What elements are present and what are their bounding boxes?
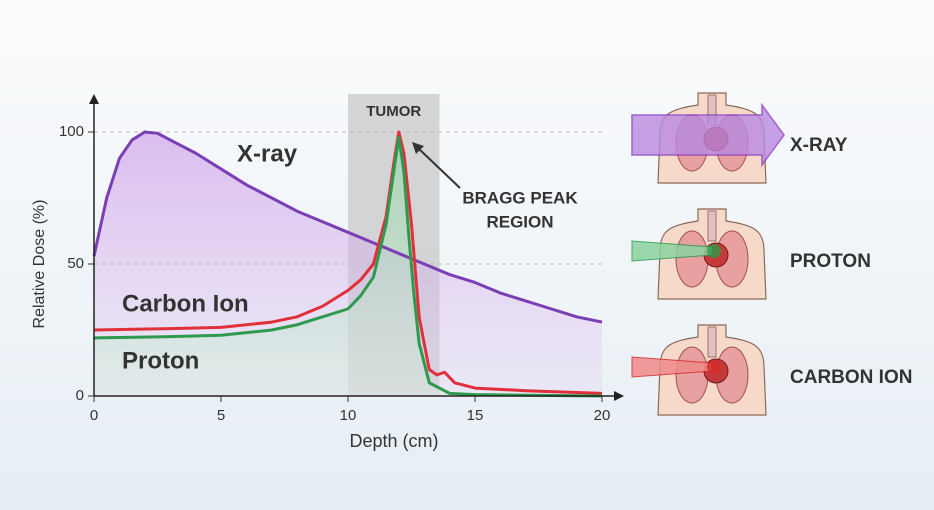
x-tick-label: 5 <box>217 407 225 424</box>
x-tick-label: 15 <box>467 407 484 424</box>
line <box>92 130 603 324</box>
y-axis-arrow <box>89 94 99 104</box>
series-label: Proton <box>122 347 199 374</box>
area <box>94 137 602 396</box>
y-tick-label: 100 <box>59 123 84 140</box>
beam-spot <box>707 244 721 258</box>
illustration-label: PROTON <box>790 251 871 272</box>
trachea <box>707 210 717 242</box>
region-label: TUMOR <box>366 103 421 120</box>
series-label: X-ray <box>237 140 298 167</box>
y-axis-label: Relative Dose (%) <box>31 200 48 329</box>
annotation-text: BRAGG PEAK <box>462 188 578 207</box>
illustration-label: X-RAY <box>790 135 848 156</box>
area <box>94 132 602 396</box>
x-tick-label: 20 <box>594 407 611 424</box>
annotation-text: REGION <box>486 212 553 231</box>
body-illustration <box>631 92 785 184</box>
y-tick-label: 50 <box>67 255 84 272</box>
trachea <box>707 326 717 358</box>
annotation-arrow <box>417 147 461 189</box>
x-axis-arrow <box>614 391 624 401</box>
lung <box>675 346 709 404</box>
beam-spot <box>707 360 721 374</box>
x-tick-label: 10 <box>340 407 357 424</box>
illustration-label: CARBON ION <box>790 367 912 388</box>
body-illustration <box>631 208 767 300</box>
x-axis-label: Depth (cm) <box>349 431 438 451</box>
body-illustration <box>631 324 767 416</box>
y-tick-label: 0 <box>76 387 84 404</box>
annotation-arrowhead <box>412 142 424 154</box>
series-label: Carbon Ion <box>122 290 249 317</box>
line <box>93 135 603 398</box>
lung <box>675 230 709 288</box>
x-tick-label: 0 <box>90 407 98 424</box>
beam <box>631 102 785 168</box>
